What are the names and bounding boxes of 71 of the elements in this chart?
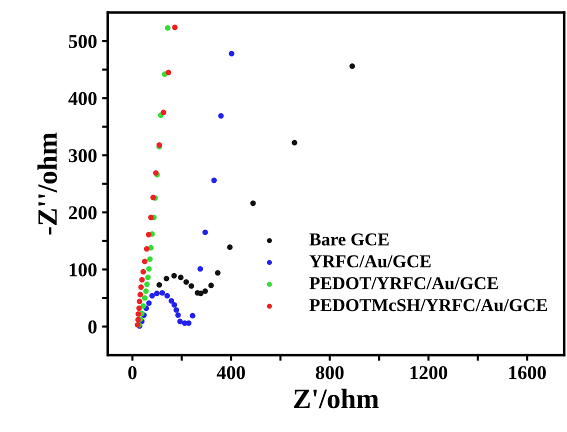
point bbox=[148, 214, 154, 220]
point bbox=[139, 276, 145, 283]
legend-label: PEDOT/YRFC/Au/GCE bbox=[309, 277, 498, 290]
point bbox=[227, 244, 233, 250]
point bbox=[156, 282, 162, 288]
point bbox=[145, 274, 151, 280]
point bbox=[149, 292, 155, 298]
point bbox=[178, 274, 184, 280]
point bbox=[146, 266, 152, 272]
point bbox=[164, 276, 170, 282]
legend-label: PEDOTMcSH/YRFC/Au/GCE bbox=[309, 299, 547, 312]
legend-label: Bare GCE bbox=[309, 233, 389, 246]
point bbox=[174, 307, 180, 313]
point bbox=[202, 288, 208, 294]
point bbox=[140, 268, 146, 275]
point bbox=[140, 303, 146, 309]
point bbox=[144, 282, 150, 288]
point bbox=[188, 283, 194, 289]
y-tick-label: 300 bbox=[68, 149, 97, 162]
point bbox=[146, 232, 152, 238]
point bbox=[190, 312, 196, 318]
point bbox=[144, 246, 150, 252]
x-tick-label: 800 bbox=[316, 366, 344, 380]
point bbox=[164, 25, 170, 31]
point bbox=[168, 298, 174, 304]
point bbox=[166, 70, 172, 76]
point bbox=[197, 266, 204, 272]
point bbox=[208, 282, 214, 288]
x-axis-title: Z'/ohm bbox=[294, 388, 379, 408]
x-tick-label: 0 bbox=[128, 366, 137, 380]
y-tick-label: 400 bbox=[68, 92, 97, 106]
point bbox=[146, 300, 152, 306]
x-tick-label: 400 bbox=[216, 366, 245, 380]
point bbox=[154, 290, 160, 296]
point bbox=[228, 50, 234, 56]
point bbox=[159, 290, 166, 296]
y-tick-label: 200 bbox=[68, 206, 97, 220]
y-axis-title: -Z''/ohm bbox=[37, 132, 57, 234]
point bbox=[250, 200, 256, 206]
point bbox=[160, 110, 166, 116]
point bbox=[142, 295, 148, 301]
point bbox=[138, 284, 144, 290]
point bbox=[214, 270, 221, 276]
point bbox=[177, 318, 183, 324]
x-tick-label: 1200 bbox=[410, 366, 448, 380]
point bbox=[135, 316, 141, 322]
y-tick-label: 100 bbox=[70, 263, 97, 276]
point bbox=[138, 292, 144, 298]
point bbox=[194, 290, 200, 296]
point bbox=[147, 256, 153, 262]
point bbox=[164, 292, 170, 298]
point bbox=[136, 306, 142, 312]
point bbox=[182, 320, 188, 326]
point bbox=[172, 302, 178, 308]
point bbox=[136, 298, 142, 304]
point bbox=[172, 24, 178, 30]
point bbox=[136, 311, 142, 317]
x-tick-label: 1600 bbox=[509, 366, 546, 380]
point bbox=[142, 258, 148, 264]
point bbox=[292, 140, 298, 146]
point bbox=[349, 63, 356, 69]
point bbox=[211, 178, 217, 184]
point bbox=[218, 113, 224, 119]
legend-label: YRFC/Au/GCE bbox=[309, 255, 431, 268]
point bbox=[143, 288, 149, 294]
point bbox=[175, 312, 181, 318]
y-tick-label: 500 bbox=[68, 34, 97, 48]
point bbox=[183, 279, 189, 285]
point bbox=[202, 230, 208, 236]
y-tick-label: 0 bbox=[88, 320, 97, 334]
point bbox=[171, 272, 177, 279]
